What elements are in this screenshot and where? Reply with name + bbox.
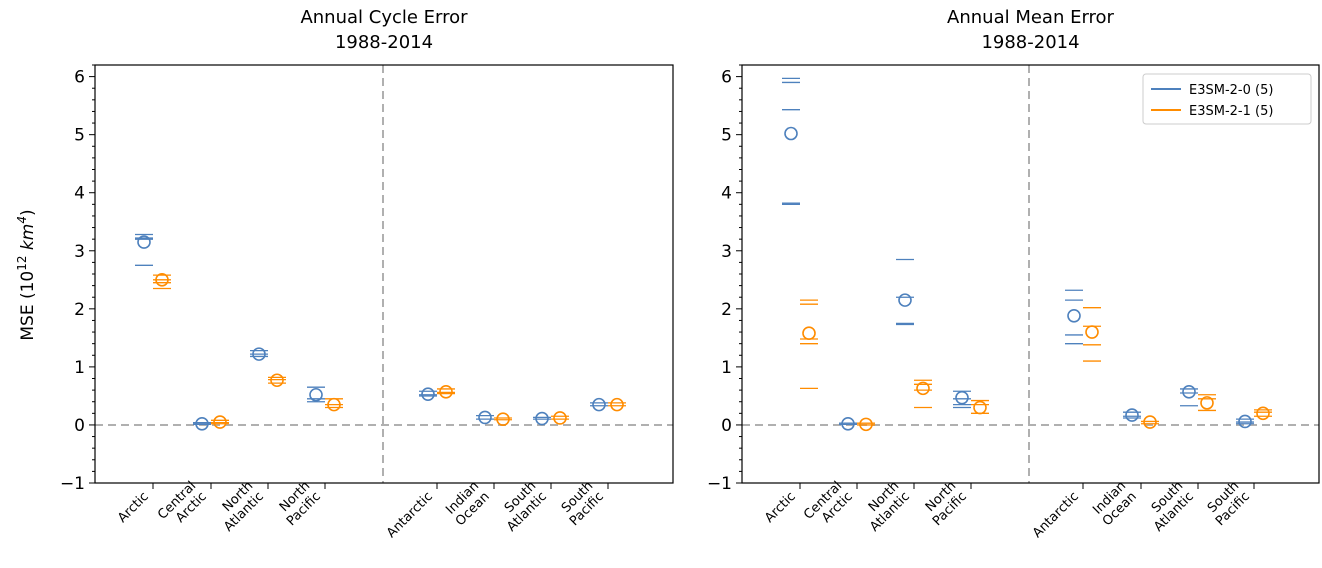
y-tick-label: 4 xyxy=(721,184,732,204)
mean-point xyxy=(1143,415,1157,429)
category-label-8: SouthPacific xyxy=(1202,479,1252,529)
category-label-4: NorthPacific xyxy=(273,479,323,529)
category-label-7: SouthAtlantic xyxy=(1141,479,1197,535)
mean-point xyxy=(841,416,855,431)
legend-label: E3SM-2-1 (5) xyxy=(1189,104,1273,119)
mean-point xyxy=(916,381,930,396)
legend-box xyxy=(1142,73,1312,125)
mean-point xyxy=(309,387,323,402)
y-tick-label: 5 xyxy=(74,126,85,146)
y-tick-label: 0 xyxy=(74,416,85,436)
plot-frame xyxy=(741,64,1320,484)
mean-point xyxy=(553,411,567,425)
category-label-8: SouthPacific xyxy=(556,479,606,529)
mean-point xyxy=(421,387,435,401)
mean-point xyxy=(1085,325,1099,339)
y-tick-label: 4 xyxy=(74,184,85,204)
mean-point xyxy=(1182,385,1196,399)
category-label-2: CentralArctic xyxy=(155,479,210,534)
mean-point xyxy=(784,126,798,141)
y-tick-label: 2 xyxy=(74,300,85,320)
y-tick-label: 0 xyxy=(721,416,732,436)
chart-subtitle: 1988-2014 xyxy=(981,32,1079,53)
chart-panel-2: Annual Mean Error 1988-2014 −1 0 1 2 3 4 5 6 Arcti… xyxy=(707,7,1320,541)
mean-point xyxy=(195,416,209,431)
y-tick-label: 3 xyxy=(74,242,85,262)
chart-title: Annual Mean Error xyxy=(947,7,1115,28)
category-label-3: NorthAtlantic xyxy=(211,479,267,535)
mean-point xyxy=(155,273,169,287)
mean-point xyxy=(1067,308,1081,323)
category-label-3: NorthAtlantic xyxy=(857,479,913,535)
mean-point xyxy=(955,390,969,405)
category-label-6: IndianOcean xyxy=(442,479,493,530)
mean-point xyxy=(973,400,987,415)
mean-point xyxy=(213,415,227,429)
y-tick-label: 5 xyxy=(721,126,732,146)
mean-point xyxy=(610,397,624,412)
category-label-4: NorthPacific xyxy=(919,479,969,529)
y-tick-label: 3 xyxy=(721,242,732,262)
mean-point xyxy=(1200,396,1214,410)
mean-point xyxy=(592,397,606,412)
mean-point xyxy=(535,411,549,426)
mean-point xyxy=(137,235,151,249)
plot-frame xyxy=(94,64,674,484)
mean-point xyxy=(270,373,284,388)
chart-title: Annual Cycle Error xyxy=(300,7,468,28)
mean-point xyxy=(859,417,873,432)
y-tick-label: 6 xyxy=(721,68,732,88)
y-tick-label: −1 xyxy=(60,474,85,494)
mean-point xyxy=(496,412,510,426)
category-label-1: Arctic xyxy=(762,489,799,526)
legend-label: E3SM-2-0 (5) xyxy=(1189,83,1273,98)
y-tick-label: 1 xyxy=(74,358,85,378)
category-label-6: IndianOcean xyxy=(1089,479,1140,530)
category-label-1: Arctic xyxy=(115,489,152,526)
category-label-7: SouthAtlantic xyxy=(494,479,550,535)
category-label-2: CentralArctic xyxy=(801,479,856,534)
mean-point xyxy=(327,397,341,412)
y-tick-label: 2 xyxy=(721,300,732,320)
mean-point xyxy=(439,385,453,399)
mean-point xyxy=(1256,406,1270,421)
y-tick-label: −1 xyxy=(707,474,732,494)
chart-subtitle: 1988-2014 xyxy=(335,32,433,53)
category-label-5: Antarctic xyxy=(384,489,436,541)
category-label-5: Antarctic xyxy=(1030,489,1082,541)
y-axis-label: MSE (1012 km4) xyxy=(15,209,38,340)
y-tick-label: 6 xyxy=(74,68,85,88)
mean-point xyxy=(802,326,816,341)
mean-point xyxy=(1125,408,1139,422)
mean-point xyxy=(252,347,266,361)
mean-point xyxy=(1238,414,1252,429)
mean-point xyxy=(478,410,492,425)
y-tick-label: 1 xyxy=(721,358,732,378)
mean-point xyxy=(898,293,912,307)
chart-panel-1: Annual Cycle Error 1988-2014 −1 0 1 2 3 4 5 6 Arct… xyxy=(60,7,674,541)
